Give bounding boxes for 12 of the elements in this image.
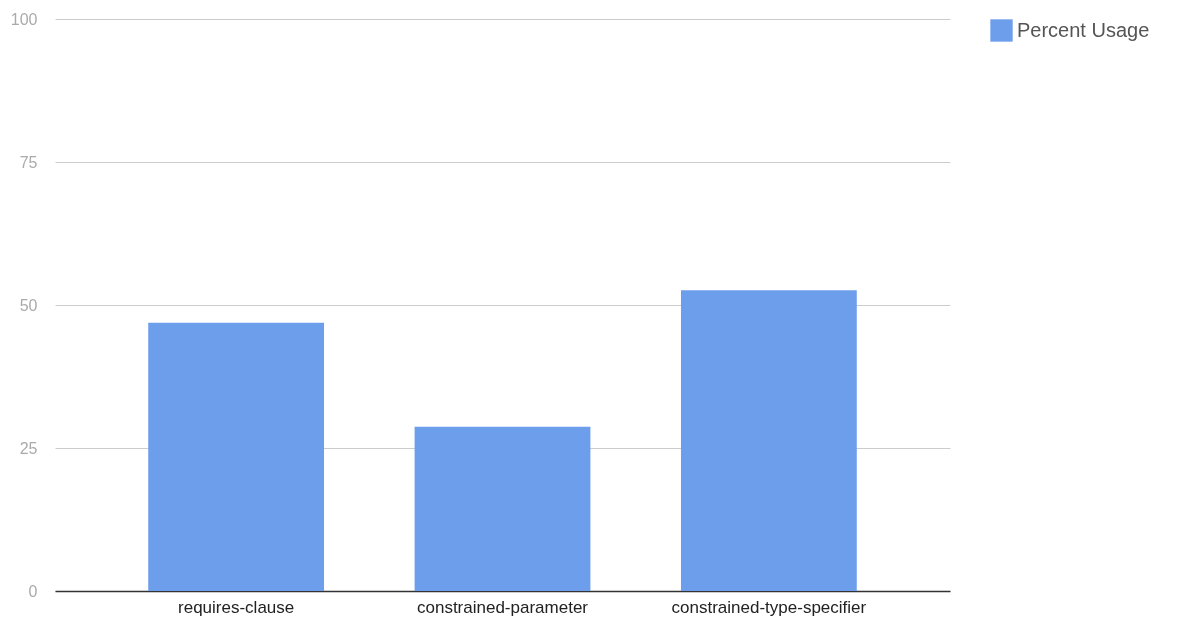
bar (680, 290, 857, 591)
y-tick-label: 75 (19, 153, 38, 171)
x-tick-label: constrained-parameter (416, 597, 589, 617)
x-tick-label: requires-clause (178, 597, 295, 617)
legend-label: Percent Usage (1017, 18, 1150, 41)
x-tick-label: constrained-type-specifier (671, 597, 867, 617)
y-tick-label: 25 (19, 439, 38, 457)
bar (148, 322, 325, 591)
bar (414, 426, 591, 591)
y-tick-label: 50 (19, 296, 38, 314)
y-tick-label: 100 (10, 10, 38, 28)
y-tick-label: 0 (28, 582, 38, 600)
